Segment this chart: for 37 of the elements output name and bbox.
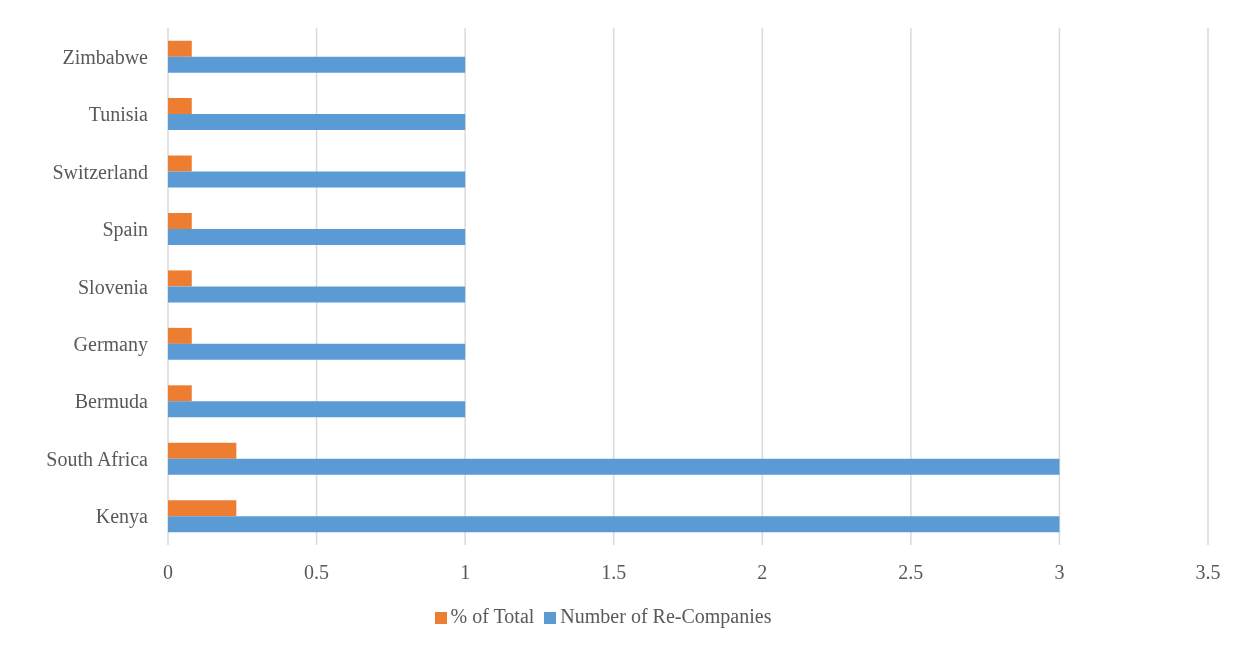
bar (168, 401, 466, 418)
y-tick-label: Slovenia (78, 275, 149, 298)
bar (168, 385, 192, 402)
x-tick-label: 3.5 (1195, 561, 1221, 584)
y-tick-label: South Africa (46, 447, 149, 470)
bar (168, 155, 192, 172)
bar (168, 212, 192, 229)
bar (168, 98, 192, 115)
x-tick-label: 0 (163, 561, 173, 584)
x-tick-label: 1.5 (601, 561, 627, 584)
bar (168, 442, 237, 459)
bar (168, 327, 192, 344)
y-tick-label: Kenya (95, 505, 149, 529)
y-tick-label: Bermuda (74, 390, 149, 413)
bar (168, 56, 466, 73)
legend-label: % of Total (450, 605, 535, 627)
x-tick-label: 3 (1054, 561, 1065, 584)
x-tick-label: 1 (460, 561, 471, 584)
bar (168, 286, 466, 303)
y-tick-label: Germany (73, 333, 148, 357)
legend-label: Number of Re-Companies (560, 605, 772, 627)
x-tick-label: 0.5 (304, 561, 330, 584)
x-tick-label: 2 (757, 561, 768, 584)
bar (168, 114, 466, 131)
bar (168, 40, 192, 57)
x-tick-label: 2.5 (898, 561, 924, 584)
bar (168, 458, 1060, 475)
y-tick-label: Switzerland (52, 160, 148, 183)
y-tick-label: Zimbabwe (62, 45, 149, 68)
bar (168, 171, 466, 188)
bar (168, 343, 466, 360)
bar (168, 516, 1060, 533)
y-tick-label: Tunisia (88, 103, 149, 126)
y-tick-label: Spain (102, 218, 148, 242)
bar (168, 228, 466, 245)
bar (168, 270, 192, 287)
bar (168, 500, 237, 517)
